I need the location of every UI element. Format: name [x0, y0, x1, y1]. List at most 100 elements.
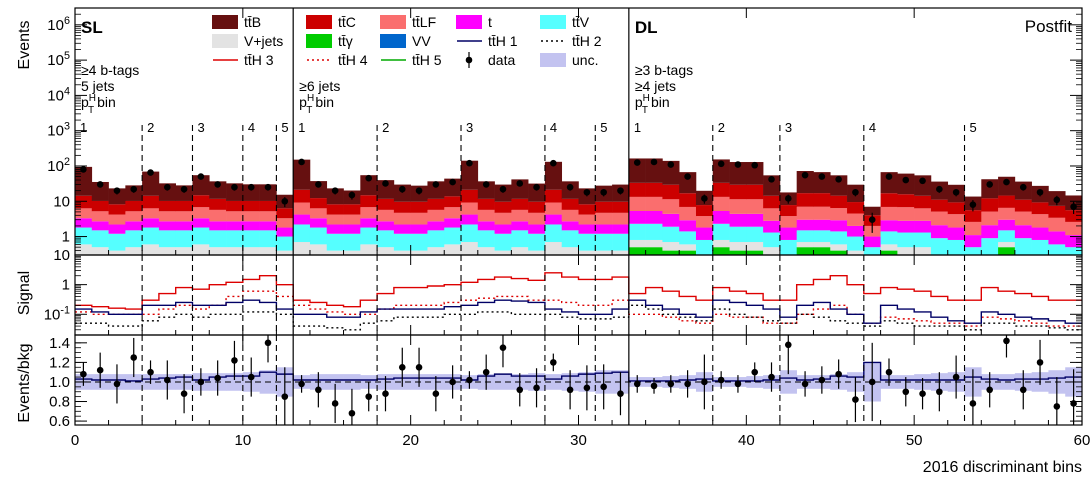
bar-t	[142, 218, 160, 228]
bar-Vjets	[880, 244, 898, 251]
data-point	[298, 158, 305, 166]
bar-ttC	[914, 195, 932, 209]
data-point	[315, 181, 322, 188]
bar-t	[813, 219, 831, 231]
bar-ttC	[209, 198, 227, 210]
ratio-point	[952, 373, 960, 381]
bar-Vjets	[712, 239, 730, 248]
ratio-point	[533, 384, 540, 392]
subcategory-label: 5	[281, 120, 288, 135]
channel-line: ≥4 jets	[635, 78, 676, 94]
bar-Vjets	[847, 250, 865, 255]
ratio-point	[80, 370, 87, 378]
bar-ttLF	[226, 211, 244, 222]
bar-ttV	[1065, 247, 1083, 255]
ratio-y-tick-label: 1.4	[49, 335, 70, 352]
ratio-point	[281, 393, 289, 400]
bar-ttV	[964, 247, 982, 255]
data-point	[231, 183, 238, 191]
bar-ttC	[1065, 210, 1083, 222]
data-point	[113, 187, 121, 194]
data-point	[96, 181, 104, 188]
data-point	[264, 183, 272, 191]
bar-ttC	[763, 195, 781, 209]
bar-ttB	[679, 172, 697, 194]
ratio-point	[96, 366, 104, 374]
bar-ttLF	[393, 212, 411, 225]
bar-ttC	[830, 195, 848, 209]
bar-ttC	[645, 182, 663, 197]
bar-ttLF	[914, 208, 932, 221]
bar-ttC	[847, 202, 865, 214]
subcategory-label: 5	[600, 120, 607, 135]
subcategory-label: 2	[718, 120, 725, 135]
bar-ttV	[712, 223, 730, 240]
bar-ttC	[427, 198, 445, 210]
data-point	[919, 177, 926, 185]
bar-ttLF	[796, 206, 814, 220]
bar-ttV	[242, 230, 260, 248]
bar-Vjets	[276, 250, 294, 255]
ratio-y-tick-label: 0.8	[49, 394, 70, 411]
bar-t	[377, 221, 395, 231]
bar-ttLF	[1048, 217, 1066, 232]
bar-ttC	[293, 189, 311, 203]
ratio-point	[768, 373, 775, 381]
bar-ttC	[259, 200, 277, 212]
bar-Vjets	[796, 242, 814, 248]
bar-Vjets	[226, 247, 244, 255]
legend-label: t	[488, 14, 492, 30]
bar-Vjets	[410, 250, 428, 255]
data-point	[130, 185, 138, 193]
ratio-point	[214, 374, 221, 382]
bar-ttB	[511, 179, 529, 199]
bar-ttgamma	[746, 250, 764, 255]
bar-ttC	[880, 193, 898, 207]
bar-ttC	[1014, 199, 1032, 212]
bar-ttgamma	[628, 247, 646, 255]
subcategory-label: 2	[147, 120, 154, 135]
bar-Vjets	[75, 244, 93, 255]
bar-ttLF	[511, 209, 529, 222]
bar-ttLF	[947, 214, 965, 228]
bar-Vjets	[158, 247, 176, 255]
bar-ttV	[343, 233, 361, 251]
bar-Vjets	[998, 242, 1016, 248]
bar-ttC	[108, 204, 126, 215]
bar-ttV	[309, 227, 328, 245]
bar-Vjets	[209, 247, 227, 255]
data-point	[147, 169, 154, 176]
bar-ttV	[91, 230, 109, 248]
channel-line: pH Tbin	[81, 93, 116, 116]
subcategory-label: 4	[550, 120, 557, 135]
ratio-point	[449, 378, 456, 386]
ratio-point	[902, 388, 910, 396]
bar-ttC	[360, 195, 378, 208]
signal-line	[75, 272, 1082, 310]
bar-ttLF	[158, 211, 176, 222]
bar-ttLF	[964, 221, 982, 236]
bar-ttLF	[712, 196, 730, 211]
bar-ttV	[813, 230, 831, 243]
bar-t	[444, 218, 462, 228]
bar-t	[863, 236, 881, 248]
bar-t	[242, 221, 260, 231]
main-panel	[75, 158, 1083, 255]
bar-t	[729, 213, 747, 227]
bar-Vjets	[746, 242, 764, 251]
bar-ttLF	[192, 207, 210, 219]
bar-ttC	[309, 198, 328, 209]
bar-ttgamma	[998, 247, 1016, 255]
data-point	[801, 171, 809, 179]
subcategory-label: 3	[785, 120, 792, 135]
bar-t	[511, 221, 529, 231]
bar-ttC	[561, 198, 579, 210]
bar-ttB	[981, 179, 999, 199]
bar-ttV	[1048, 244, 1066, 255]
bar-ttC	[712, 182, 730, 197]
bar-ttC	[91, 200, 109, 212]
bar-ttLF	[477, 209, 495, 222]
bar-Vjets	[628, 239, 646, 248]
bar-ttV	[880, 231, 898, 245]
bar-t	[309, 218, 328, 228]
